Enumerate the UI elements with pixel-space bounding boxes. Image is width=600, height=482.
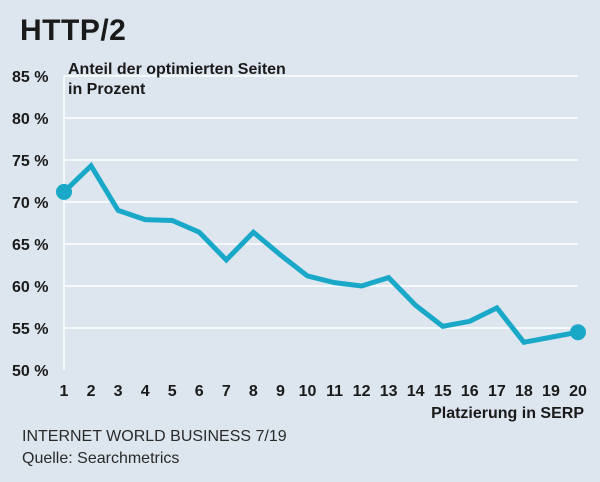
y-tick-label: 70 %	[12, 195, 48, 212]
y-tick-label: 75 %	[12, 153, 48, 170]
x-tick-label: 20	[569, 383, 587, 400]
x-tick-label: 12	[353, 383, 371, 400]
x-tick-label: 3	[114, 383, 123, 400]
x-tick-label: 10	[299, 383, 317, 400]
x-tick-label: 4	[141, 383, 150, 400]
x-tick-label: 15	[434, 383, 452, 400]
x-tick-label: 1	[60, 383, 69, 400]
start-point-marker	[56, 183, 72, 200]
x-tick-label: 11	[326, 383, 343, 400]
series-line	[62, 161, 579, 346]
x-tick-label: 8	[249, 383, 258, 400]
x-tick-label: 6	[195, 383, 204, 400]
x-tick-label: 14	[407, 383, 425, 400]
x-axis-label: Platzierung in SERP	[431, 405, 584, 422]
x-tick-labels: 1 2 3 4 5 6 7 8 9 10 11 12 13 14 15 16 17 18 19 20	[60, 383, 587, 400]
x-tick-label: 2	[87, 383, 96, 400]
y-axis-label-line2: in Prozent	[68, 81, 146, 98]
y-tick-label: 50 %	[12, 363, 48, 380]
source-credit: Quelle: Searchmetrics	[22, 450, 180, 467]
x-tick-label: 17	[488, 383, 506, 400]
chart-title: HTTP/2	[20, 14, 127, 47]
x-tick-label: 9	[276, 383, 285, 400]
x-tick-label: 16	[461, 383, 479, 400]
y-tick-labels: 50 % 55 % 60 % 65 % 70 % 75 % 80 % 85 %	[12, 69, 48, 380]
y-tick-label: 65 %	[12, 237, 48, 254]
x-tick-label: 19	[542, 383, 560, 400]
series-group	[56, 161, 586, 346]
y-tick-label: 80 %	[12, 111, 48, 128]
y-tick-label: 60 %	[12, 279, 48, 296]
y-tick-label: 55 %	[12, 321, 48, 338]
end-point-marker	[570, 324, 586, 341]
x-tick-label: 18	[515, 383, 533, 400]
x-tick-label: 13	[380, 383, 398, 400]
gridlines	[63, 75, 578, 370]
x-tick-label: 5	[168, 383, 177, 400]
x-tick-label: 7	[222, 383, 231, 400]
source-publication: INTERNET WORLD BUSINESS 7/19	[22, 428, 287, 445]
y-tick-label: 85 %	[12, 69, 48, 86]
y-axis-label-line1: Anteil der optimierten Seiten	[68, 61, 286, 78]
